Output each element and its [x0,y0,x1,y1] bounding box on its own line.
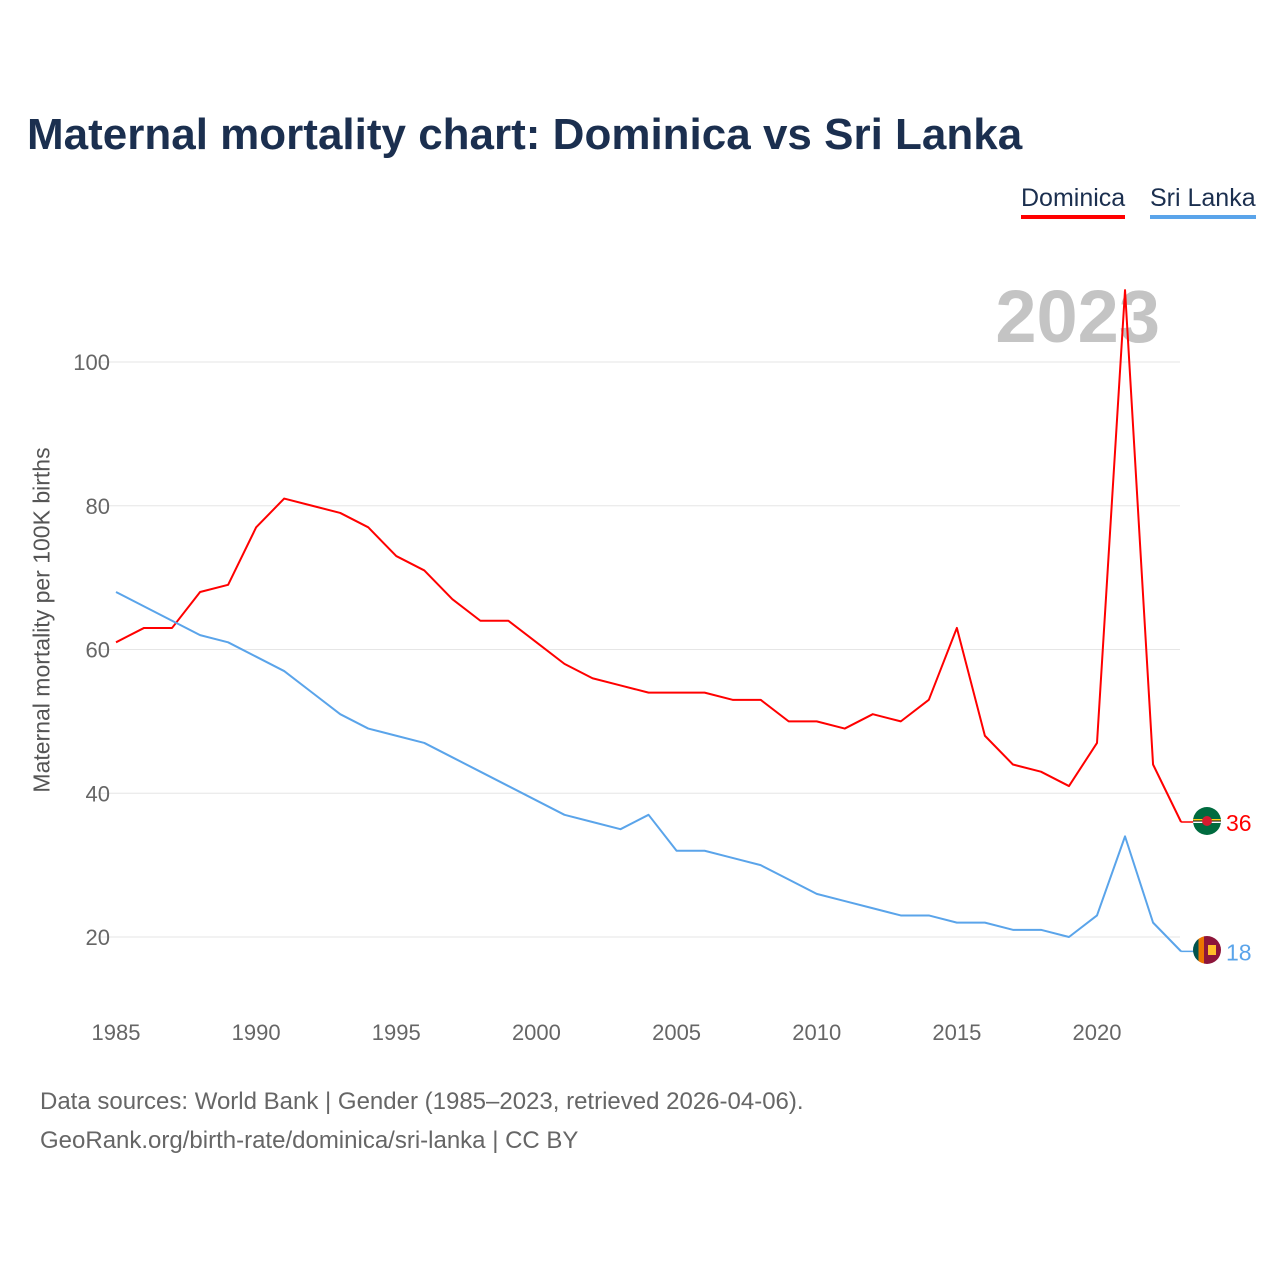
x-tick-label: 1995 [372,1020,421,1045]
x-tick-label: 2020 [1073,1020,1122,1045]
chart-title: Maternal mortality chart: Dominica vs Sr… [27,110,1023,159]
x-tick-label: 2005 [652,1020,701,1045]
attribution-link[interactable]: GeoRank.org/birth-rate/dominica/sri-lank… [40,1127,579,1154]
y-axis-label: Maternal mortality per 100K births [28,447,55,793]
series-line-sri-lanka [115,591,1182,953]
y-tick-label: 40 [86,781,110,806]
y-tick-label: 80 [86,494,110,519]
x-tick-label: 2010 [792,1020,841,1045]
legend-dominica[interactable]: Dominica [1021,184,1126,219]
end-value-label-sri-lanka: 18 [1226,939,1252,965]
x-tick-label: 1985 [92,1020,141,1045]
end-value-label-dominica: 36 [1226,810,1252,836]
x-tick-label: 1990 [232,1020,281,1045]
x-tick-label: 2000 [512,1020,561,1045]
data-source-text: Data sources: World Bank | Gender (1985–… [40,1088,804,1115]
year-watermark: 2023 [995,275,1160,358]
sri-lanka-flag-icon [1193,936,1221,964]
y-tick-label: 100 [73,350,110,375]
legend-sri-lanka[interactable]: Sri Lanka [1150,184,1256,219]
x-tick-label: 2015 [932,1020,981,1045]
dominica-flag-icon [1193,807,1221,835]
y-tick-label: 20 [86,925,110,950]
series-line-dominica [115,289,1182,823]
y-tick-label: 60 [86,638,110,663]
